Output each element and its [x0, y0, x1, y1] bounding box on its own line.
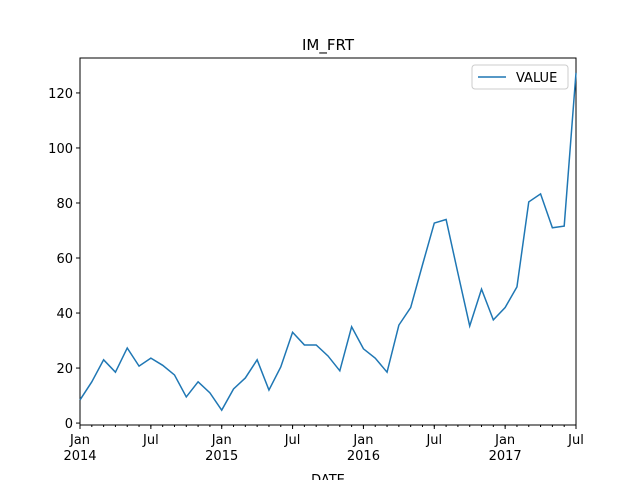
x-tick-label: Jul — [142, 433, 159, 448]
y-tick-label: 60 — [56, 252, 73, 267]
plot-frame — [79, 57, 577, 426]
chart-title: IM_FRT — [302, 36, 355, 55]
y-tick-label: 100 — [48, 142, 73, 157]
line — [79, 72, 577, 412]
y-tick-label: 0 — [65, 417, 73, 432]
x-tick-label: Jul — [567, 433, 584, 448]
x-tick-label: Jan 2017 — [489, 433, 522, 464]
y-tick-label: 20 — [56, 362, 73, 377]
x-tick-label: Jan 2014 — [63, 433, 96, 464]
legend-label: VALUE — [516, 71, 557, 86]
y-tick-label: 40 — [56, 307, 73, 322]
x-tick-label: Jan 2015 — [205, 433, 238, 464]
y-tick-label: 120 — [48, 87, 73, 102]
y-tick-label: 80 — [56, 197, 73, 212]
x-axis-label: DATE — [311, 473, 345, 480]
legend-box — [471, 64, 569, 90]
x-tick-label: Jul — [284, 433, 301, 448]
x-tick-label: Jul — [425, 433, 442, 448]
x-tick-label: Jan 2016 — [347, 433, 380, 464]
